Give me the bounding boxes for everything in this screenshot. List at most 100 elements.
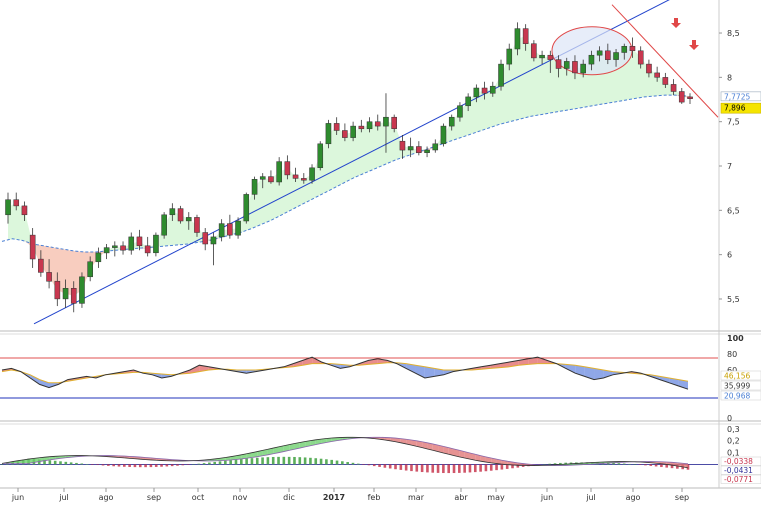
macd-fill (299, 441, 306, 449)
macd-histogram-bar (458, 464, 461, 473)
oscillator-tag (720, 370, 761, 381)
bullish-fill-area (8, 36, 690, 252)
macd-histogram-bar (633, 464, 637, 465)
candle-body (489, 85, 496, 94)
macd-histogram-bar (154, 464, 158, 467)
candle-body (62, 288, 69, 300)
macd-fill (682, 463, 688, 468)
macd-tag (720, 465, 761, 475)
candle-body (169, 208, 176, 216)
candle-body (144, 245, 151, 254)
oscillator-signal-line (1, 362, 689, 384)
macd-histogram-bar (245, 458, 248, 465)
candle-body (473, 87, 480, 98)
macd-fill (443, 446, 449, 455)
macd-histogram-bar (43, 459, 46, 465)
x-tick-label: jul (585, 493, 596, 502)
macd-fill (411, 439, 417, 447)
candle-body (596, 50, 603, 56)
candle-body (218, 223, 225, 238)
candle-body (21, 205, 28, 216)
macd-histogram-bar (399, 464, 403, 470)
macd-histogram-bar (75, 462, 78, 465)
candle-body (251, 179, 258, 195)
macd-histogram-bar (511, 464, 514, 469)
resistance-trend-line (611, 4, 719, 118)
macd-histogram-bar (463, 464, 466, 473)
macd-fill (267, 448, 274, 455)
candle-body (95, 252, 102, 263)
macd-histogram-bar (372, 464, 376, 467)
down-arrow-icon (671, 18, 681, 28)
macd-histogram-bar (229, 460, 232, 465)
candle-body (112, 245, 118, 248)
macd-histogram-bar (170, 464, 174, 467)
macd-histogram-bar (186, 464, 190, 465)
x-tick-label: may (487, 493, 505, 502)
oscillator-fill (434, 368, 444, 377)
macd-histogram-bar (489, 464, 493, 471)
last-price-tag-label: 7,896 (724, 104, 746, 113)
macd-histogram-bar (287, 456, 291, 465)
oscillator-fill (528, 357, 538, 365)
oscillator-tag (720, 390, 761, 401)
macd-histogram-bar (271, 456, 275, 465)
macd-histogram-bar (644, 464, 647, 466)
candle-body (621, 46, 628, 53)
candle-body (547, 54, 554, 60)
candle-body (87, 261, 93, 278)
macd-histogram-bar (303, 457, 307, 465)
macd-histogram-bar (250, 458, 254, 465)
macd-histogram-bar (330, 459, 334, 465)
ma-price-tag-label: 7,7725 (724, 92, 750, 101)
macd-histogram-bar (420, 464, 424, 473)
candle-body (637, 50, 644, 65)
macd-histogram-bar (101, 464, 105, 466)
macd-histogram-bar (80, 463, 84, 465)
macd-histogram-bar (240, 459, 243, 465)
candle-body (506, 48, 513, 65)
macd-histogram-bar (649, 464, 653, 466)
macd-histogram-bar (218, 461, 222, 465)
macd-histogram-bar (468, 464, 472, 473)
macd-fill (432, 443, 439, 452)
oscillator-fill (406, 363, 416, 374)
candle-body (457, 105, 463, 118)
oscillator-fill (189, 365, 200, 374)
macd-fill (485, 456, 492, 463)
candle-body (227, 223, 233, 236)
macd-histogram-bar (383, 464, 387, 468)
oscillator-fill (603, 370, 613, 378)
candle-body (391, 116, 397, 129)
candle-body (243, 194, 250, 222)
macd-histogram-bar (516, 464, 520, 468)
macd-histogram-bar (202, 463, 206, 465)
candle-body (662, 77, 669, 85)
candle-body (177, 208, 184, 222)
down-arrow-icon (689, 40, 699, 50)
y-tick-label: 0,2 (727, 437, 740, 446)
y-tick-label: 80 (727, 350, 737, 359)
macd-histogram-bar (91, 464, 94, 465)
candle-body (678, 91, 685, 103)
candle-body (522, 28, 529, 44)
macd-histogram-bar (255, 457, 259, 465)
candle-body (588, 54, 595, 65)
macd-fill (422, 441, 428, 449)
macd-histogram-bar (138, 464, 142, 468)
macd-histogram-bar (53, 460, 57, 465)
y-tick-label: 8 (727, 73, 732, 82)
macd-signal-line (2, 436, 689, 466)
macd-histogram-bar (197, 463, 201, 465)
macd-histogram-bar (676, 464, 679, 469)
macd-histogram-bar (654, 464, 658, 467)
macd-fill (23, 459, 29, 464)
macd-histogram-bar (473, 464, 477, 473)
candle-body (309, 167, 315, 181)
candle-body (613, 52, 619, 60)
macd-histogram-bar (452, 464, 456, 474)
macd-histogram-bar (149, 464, 153, 468)
macd-fill (427, 442, 433, 451)
macd-histogram-bar (309, 457, 312, 465)
macd-histogram-bar (479, 464, 482, 472)
